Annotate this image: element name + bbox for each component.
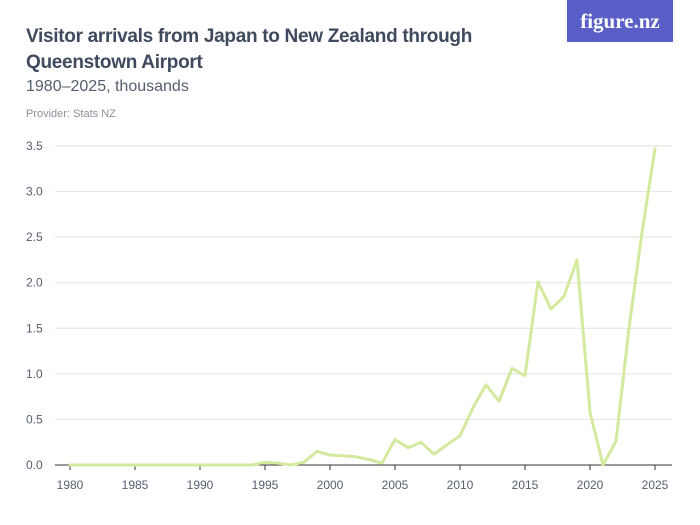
series-line [68,147,657,467]
x-tick-label: 2025 [642,478,669,492]
figure-nz-logo[interactable]: figure.nz [567,0,673,42]
x-tick-label: 2010 [447,478,474,492]
data-provider: Provider: Stats NZ [26,108,116,120]
x-tick-label: 1990 [187,478,214,492]
x-tick-label: 2000 [317,478,344,492]
x-tick-label: 2020 [577,478,604,492]
x-tick-label: 1985 [122,478,149,492]
x-tick-label: 2015 [512,478,539,492]
y-tick-label: 0.5 [26,412,43,426]
y-tick-label: 1.5 [26,321,43,335]
x-tick-label: 2005 [382,478,409,492]
chart-subtitle: 1980–2025, thousands [26,78,189,95]
y-tick-label: 1.0 [26,367,43,381]
logo-text: figure.nz [580,8,660,33]
y-tick-label: 0.0 [26,458,43,472]
chart-title: Visitor arrivals from Japan to New Zeala… [26,26,473,73]
x-tick-label: 1980 [57,478,84,492]
y-tick-label: 3.0 [26,185,43,199]
y-tick-label: 3.5 [26,139,43,153]
y-tick-label: 2.5 [26,230,43,244]
y-tick-label: 2.0 [26,276,43,290]
x-tick-label: 1995 [252,478,279,492]
